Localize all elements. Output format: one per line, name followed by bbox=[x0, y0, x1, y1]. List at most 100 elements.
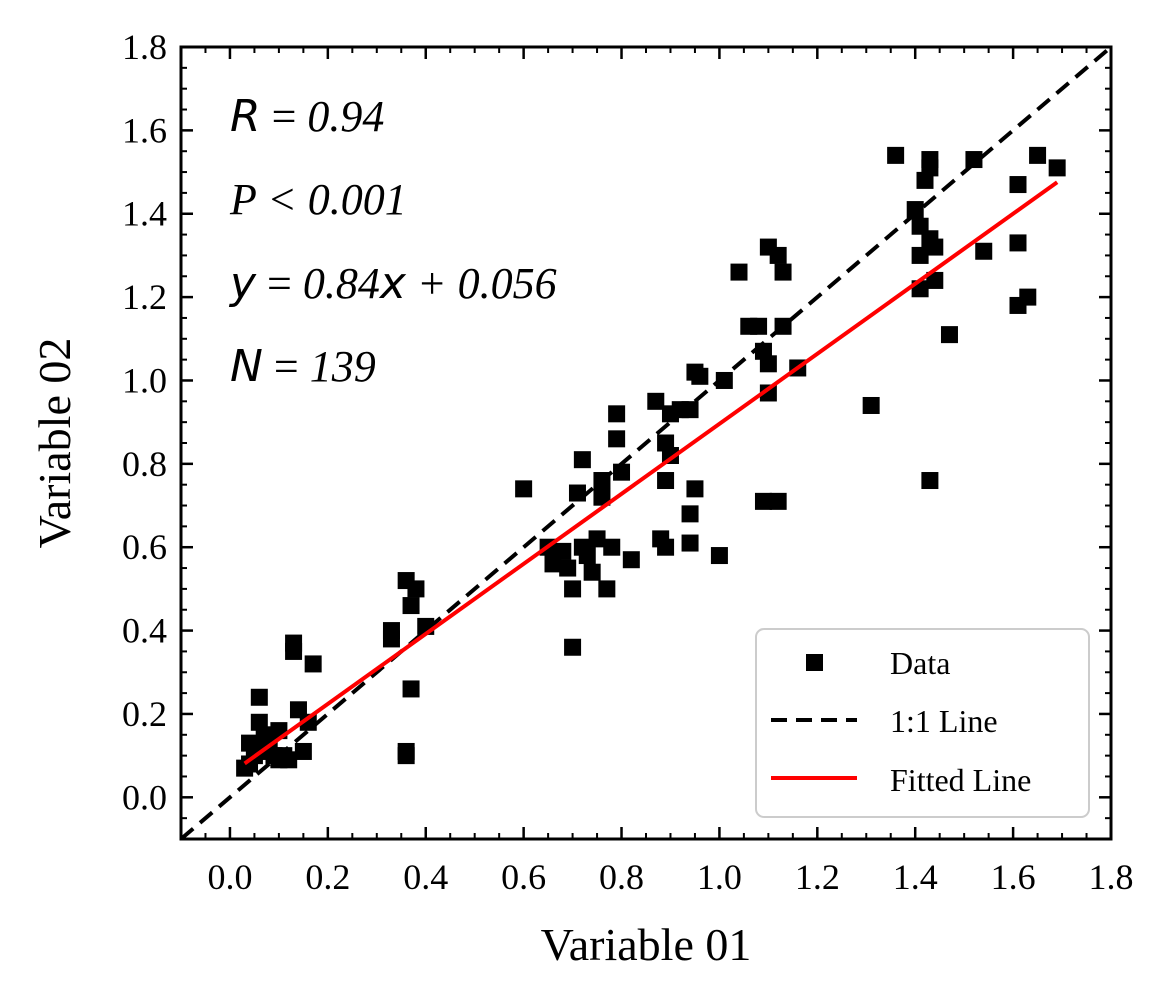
data-point bbox=[578, 547, 596, 565]
y-tick-label: 1.4 bbox=[122, 194, 167, 234]
data-point bbox=[921, 472, 939, 490]
data-point bbox=[299, 713, 317, 731]
data-point bbox=[769, 246, 787, 264]
x-tick-label: 0.8 bbox=[599, 857, 644, 897]
data-point bbox=[402, 597, 420, 615]
plot-frame bbox=[179, 45, 1113, 841]
legend: Data 1:1 Line Fitted Line bbox=[755, 628, 1090, 818]
legend-box bbox=[755, 628, 1090, 818]
data-point bbox=[686, 480, 704, 498]
fitted-line bbox=[243, 180, 1059, 766]
x-tick-label: 0.0 bbox=[207, 857, 252, 897]
stat-n-value: 139 bbox=[310, 342, 376, 391]
stat-p-symbol: P bbox=[229, 175, 256, 224]
x-tick-label: 0.4 bbox=[403, 857, 448, 897]
y-tick-label: 1.0 bbox=[122, 360, 167, 400]
data-point bbox=[975, 242, 993, 260]
data-point bbox=[598, 580, 616, 598]
y-tick-label: 0.6 bbox=[122, 527, 167, 567]
data-point bbox=[710, 547, 728, 565]
y-tick-label: 1.2 bbox=[122, 277, 167, 317]
legend-data-marker bbox=[806, 654, 823, 671]
data-point bbox=[759, 384, 777, 402]
y-tick-label: 1.8 bbox=[122, 27, 167, 67]
x-tick-label: 1.4 bbox=[893, 857, 938, 897]
data-point bbox=[583, 563, 601, 581]
stat-p-value: 0.001 bbox=[308, 175, 407, 224]
data-point bbox=[774, 317, 792, 335]
data-point bbox=[940, 326, 958, 344]
data-point bbox=[715, 371, 733, 389]
data-points bbox=[236, 146, 1066, 777]
data-point bbox=[774, 263, 792, 281]
y-tick-label: 0.2 bbox=[122, 694, 167, 734]
data-point bbox=[382, 630, 400, 648]
data-point bbox=[241, 755, 259, 773]
data-point bbox=[926, 238, 944, 256]
data-point bbox=[759, 355, 777, 373]
legend-data-label: Data bbox=[890, 645, 950, 681]
x-tick-label: 1.2 bbox=[795, 857, 840, 897]
data-point bbox=[608, 405, 626, 423]
y-tick-label: 0.8 bbox=[122, 444, 167, 484]
data-point bbox=[564, 580, 582, 598]
data-point bbox=[681, 401, 699, 419]
data-point bbox=[887, 146, 905, 164]
data-point bbox=[754, 492, 772, 510]
data-point bbox=[926, 271, 944, 289]
stat-n-eq: = bbox=[263, 342, 310, 391]
data-point bbox=[921, 159, 939, 177]
data-point bbox=[730, 263, 748, 281]
data-point bbox=[1048, 159, 1066, 177]
data-point bbox=[1029, 146, 1047, 164]
data-point bbox=[681, 534, 699, 552]
data-point bbox=[568, 484, 586, 502]
stat-r-eq: = bbox=[261, 92, 308, 141]
data-point bbox=[613, 463, 631, 481]
x-axis-label: Variable 01 bbox=[541, 919, 752, 970]
data-point bbox=[691, 367, 709, 385]
x-tick-label: 1.8 bbox=[1089, 857, 1134, 897]
data-point bbox=[564, 638, 582, 656]
data-point bbox=[573, 451, 591, 469]
data-point bbox=[1009, 176, 1027, 194]
stat-slope: 0.84 bbox=[303, 259, 380, 308]
data-point bbox=[1009, 234, 1027, 252]
stat-r: R = 0.94 bbox=[230, 91, 384, 142]
one-to-one-line bbox=[181, 47, 1111, 839]
data-point bbox=[593, 472, 611, 490]
x-tick-label: 1.0 bbox=[697, 857, 742, 897]
data-point bbox=[965, 151, 983, 169]
data-point bbox=[769, 492, 787, 510]
data-point bbox=[280, 751, 298, 769]
data-point bbox=[911, 246, 929, 264]
data-point bbox=[681, 505, 699, 523]
data-point bbox=[622, 551, 640, 569]
data-point bbox=[397, 747, 415, 765]
stat-r-value: 0.94 bbox=[307, 92, 384, 141]
stat-intercept: + 0.056 bbox=[406, 259, 557, 308]
stat-r-symbol: R bbox=[230, 91, 261, 142]
x-tick-label: 0.2 bbox=[305, 857, 350, 897]
legend-fitted-label: Fitted Line bbox=[890, 762, 1031, 798]
stat-p: P < 0.001 bbox=[229, 175, 407, 224]
stat-p-rel: < bbox=[256, 175, 308, 224]
data-point bbox=[657, 538, 675, 556]
data-point bbox=[559, 559, 577, 577]
stat-equation: y = 0.84x + 0.056 bbox=[228, 258, 557, 309]
data-point bbox=[515, 480, 533, 498]
data-point bbox=[1019, 288, 1037, 306]
stat-n: N = 139 bbox=[230, 341, 376, 392]
data-point bbox=[862, 396, 880, 414]
stat-n-symbol: N bbox=[230, 341, 263, 392]
x-tick-labels: 0.0 0.2 0.4 0.6 0.8 1.0 1.2 1.4 1.6 1.8 bbox=[207, 857, 1133, 897]
data-point bbox=[657, 472, 675, 490]
data-point bbox=[906, 201, 924, 219]
data-point bbox=[603, 538, 621, 556]
x-tick-label: 0.6 bbox=[501, 857, 546, 897]
y-tick-label: 0.4 bbox=[122, 611, 167, 651]
data-point bbox=[407, 580, 425, 598]
y-tick-label: 0.0 bbox=[122, 777, 167, 817]
data-point bbox=[294, 742, 312, 760]
